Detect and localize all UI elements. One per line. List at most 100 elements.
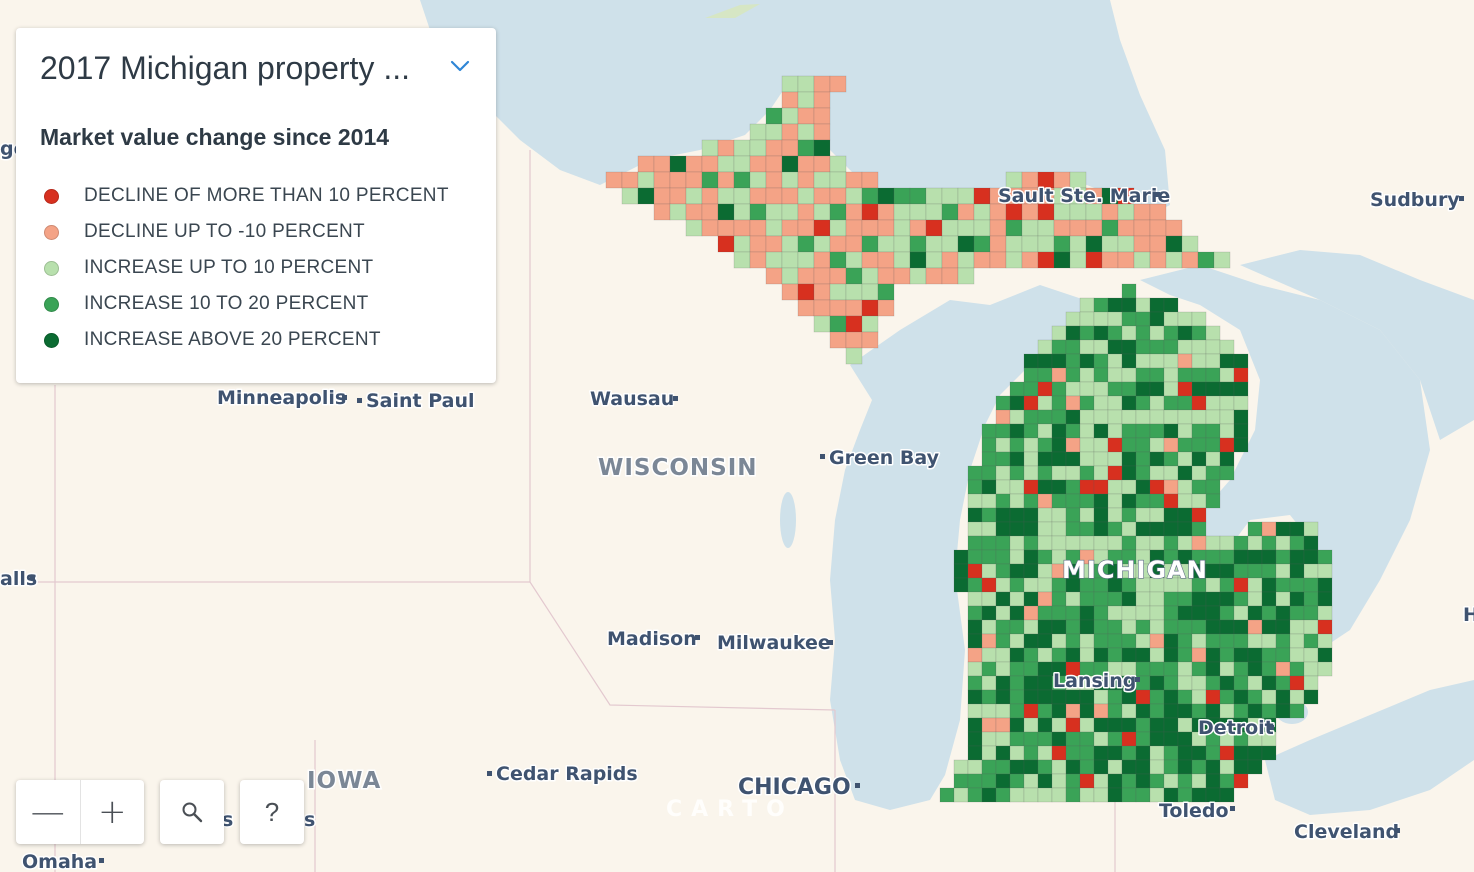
county-cell[interactable]	[1051, 689, 1067, 705]
county-cell[interactable]	[1275, 549, 1291, 565]
county-cell[interactable]	[781, 171, 799, 189]
chevron-down-icon[interactable]	[450, 58, 470, 74]
county-cell[interactable]	[1191, 773, 1207, 789]
county-cell[interactable]	[813, 75, 831, 93]
county-cell[interactable]	[1065, 591, 1081, 607]
county-cell[interactable]	[1135, 619, 1151, 635]
county-cell[interactable]	[1021, 235, 1039, 253]
county-cell[interactable]	[1149, 773, 1165, 789]
county-cell[interactable]	[1191, 703, 1207, 719]
county-cell[interactable]	[1163, 465, 1179, 481]
county-cell[interactable]	[1133, 219, 1151, 237]
county-cell[interactable]	[967, 661, 983, 677]
county-cell[interactable]	[749, 187, 767, 205]
county-cell[interactable]	[845, 347, 863, 365]
county-cell[interactable]	[1101, 235, 1119, 253]
county-cell[interactable]	[1065, 647, 1081, 663]
county-cell[interactable]	[1107, 367, 1123, 383]
county-cell[interactable]	[1177, 717, 1193, 733]
county-cell[interactable]	[1135, 367, 1151, 383]
county-cell[interactable]	[1107, 521, 1123, 537]
county-cell[interactable]	[1037, 367, 1053, 383]
county-cell[interactable]	[1079, 381, 1095, 397]
county-cell[interactable]	[1093, 353, 1109, 369]
county-cell[interactable]	[1121, 437, 1137, 453]
county-cell[interactable]	[925, 187, 943, 205]
county-cell[interactable]	[765, 267, 783, 285]
county-cell[interactable]	[1135, 311, 1151, 327]
county-cell[interactable]	[669, 171, 687, 189]
county-cell[interactable]	[1219, 787, 1235, 803]
county-cell[interactable]	[1037, 787, 1053, 803]
county-cell[interactable]	[1205, 423, 1221, 439]
county-cell[interactable]	[967, 731, 983, 747]
county-cell[interactable]	[1275, 647, 1291, 663]
county-cell[interactable]	[685, 187, 703, 205]
county-cell[interactable]	[1121, 633, 1137, 649]
county-cell[interactable]	[781, 267, 799, 285]
county-cell[interactable]	[1275, 605, 1291, 621]
county-cell[interactable]	[995, 521, 1011, 537]
county-cell[interactable]	[1149, 219, 1167, 237]
county-cell[interactable]	[1205, 605, 1221, 621]
county-cell[interactable]	[861, 171, 879, 189]
county-cell[interactable]	[1023, 423, 1039, 439]
county-cell[interactable]	[1009, 717, 1025, 733]
county-cell[interactable]	[973, 251, 991, 269]
county-cell[interactable]	[1303, 549, 1319, 565]
county-cell[interactable]	[1219, 423, 1235, 439]
county-cell[interactable]	[1205, 465, 1221, 481]
county-cell[interactable]	[1233, 535, 1249, 551]
county-cell[interactable]	[1065, 381, 1081, 397]
county-cell[interactable]	[1101, 251, 1119, 269]
county-cell[interactable]	[1261, 591, 1277, 607]
county-cell[interactable]	[1219, 633, 1235, 649]
county-cell[interactable]	[621, 187, 639, 205]
county-cell[interactable]	[1149, 759, 1165, 775]
county-cell[interactable]	[829, 235, 847, 253]
county-cell[interactable]	[1121, 353, 1137, 369]
county-cell[interactable]	[1009, 395, 1025, 411]
county-cell[interactable]	[1275, 563, 1291, 579]
county-cell[interactable]	[1163, 353, 1179, 369]
county-cell[interactable]	[1023, 577, 1039, 593]
county-cell[interactable]	[797, 75, 815, 93]
county-cell[interactable]	[1009, 647, 1025, 663]
county-cell[interactable]	[1023, 689, 1039, 705]
county-cell[interactable]	[973, 187, 991, 205]
county-cell[interactable]	[1037, 647, 1053, 663]
county-cell[interactable]	[1177, 353, 1193, 369]
county-cell[interactable]	[1079, 493, 1095, 509]
county-cell[interactable]	[953, 787, 969, 803]
county-cell[interactable]	[1205, 451, 1221, 467]
county-cell[interactable]	[1079, 451, 1095, 467]
county-cell[interactable]	[1079, 717, 1095, 733]
county-cell[interactable]	[1135, 773, 1151, 789]
county-cell[interactable]	[1117, 251, 1135, 269]
county-cell[interactable]	[995, 535, 1011, 551]
county-cell[interactable]	[1021, 251, 1039, 269]
county-cell[interactable]	[1233, 395, 1249, 411]
county-cell[interactable]	[981, 451, 997, 467]
county-cell[interactable]	[1191, 661, 1207, 677]
county-cell[interactable]	[1079, 325, 1095, 341]
county-cell[interactable]	[1219, 647, 1235, 663]
county-cell[interactable]	[1079, 745, 1095, 761]
county-cell[interactable]	[1219, 745, 1235, 761]
county-cell[interactable]	[1093, 465, 1109, 481]
county-cell[interactable]	[829, 251, 847, 269]
county-cell[interactable]	[1023, 353, 1039, 369]
county-cell[interactable]	[861, 267, 879, 285]
county-cell[interactable]	[1037, 437, 1053, 453]
county-cell[interactable]	[1079, 507, 1095, 523]
county-cell[interactable]	[1037, 633, 1053, 649]
county-cell[interactable]	[1177, 367, 1193, 383]
county-cell[interactable]	[1065, 451, 1081, 467]
county-cell[interactable]	[1135, 465, 1151, 481]
county-cell[interactable]	[1317, 661, 1333, 677]
county-cell[interactable]	[953, 577, 969, 593]
county-cell[interactable]	[1289, 591, 1305, 607]
county-cell[interactable]	[957, 187, 975, 205]
county-cell[interactable]	[1261, 689, 1277, 705]
county-cell[interactable]	[653, 203, 671, 221]
